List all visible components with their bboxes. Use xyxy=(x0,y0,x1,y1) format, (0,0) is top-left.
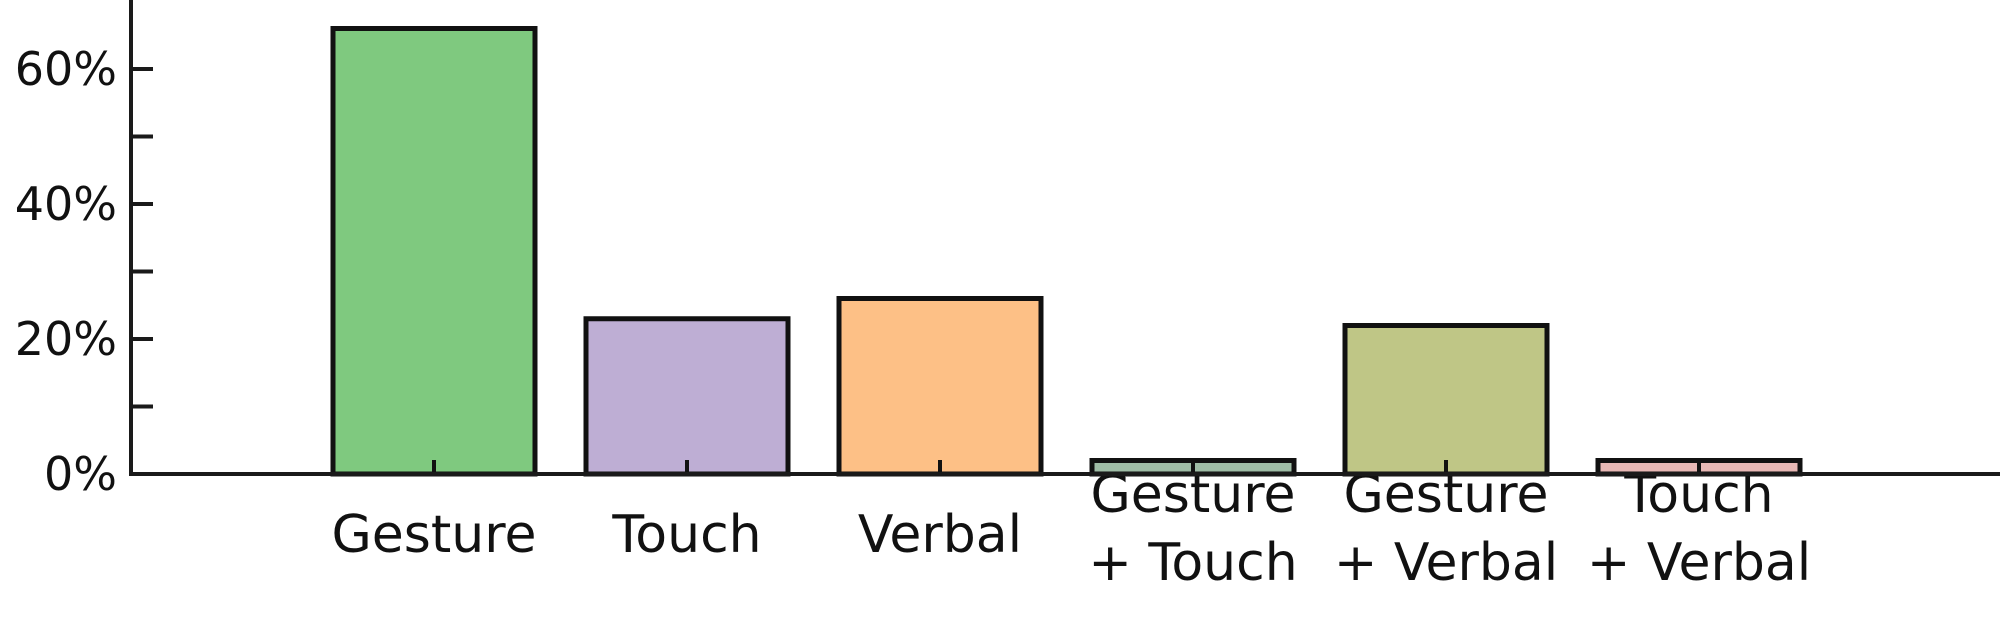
y-tick-label: 20% xyxy=(15,312,117,366)
bar xyxy=(583,316,791,477)
category-label: + Verbal xyxy=(1587,533,1811,593)
bars xyxy=(330,26,1803,477)
bar xyxy=(1342,323,1550,477)
y-axis-ticks: 0% 20% 40% 60% xyxy=(15,42,153,501)
y-tick-label: 0% xyxy=(44,447,117,501)
category-label: Verbal xyxy=(858,505,1022,565)
bar xyxy=(330,26,538,477)
category-label: Gesture xyxy=(332,505,537,565)
category-label: + Touch xyxy=(1088,533,1297,593)
y-tick-label: 40% xyxy=(15,177,117,231)
y-tick-label: 60% xyxy=(15,42,117,96)
category-label: + Verbal xyxy=(1334,533,1558,593)
bar xyxy=(836,296,1044,477)
category-label: Touch xyxy=(611,505,761,565)
